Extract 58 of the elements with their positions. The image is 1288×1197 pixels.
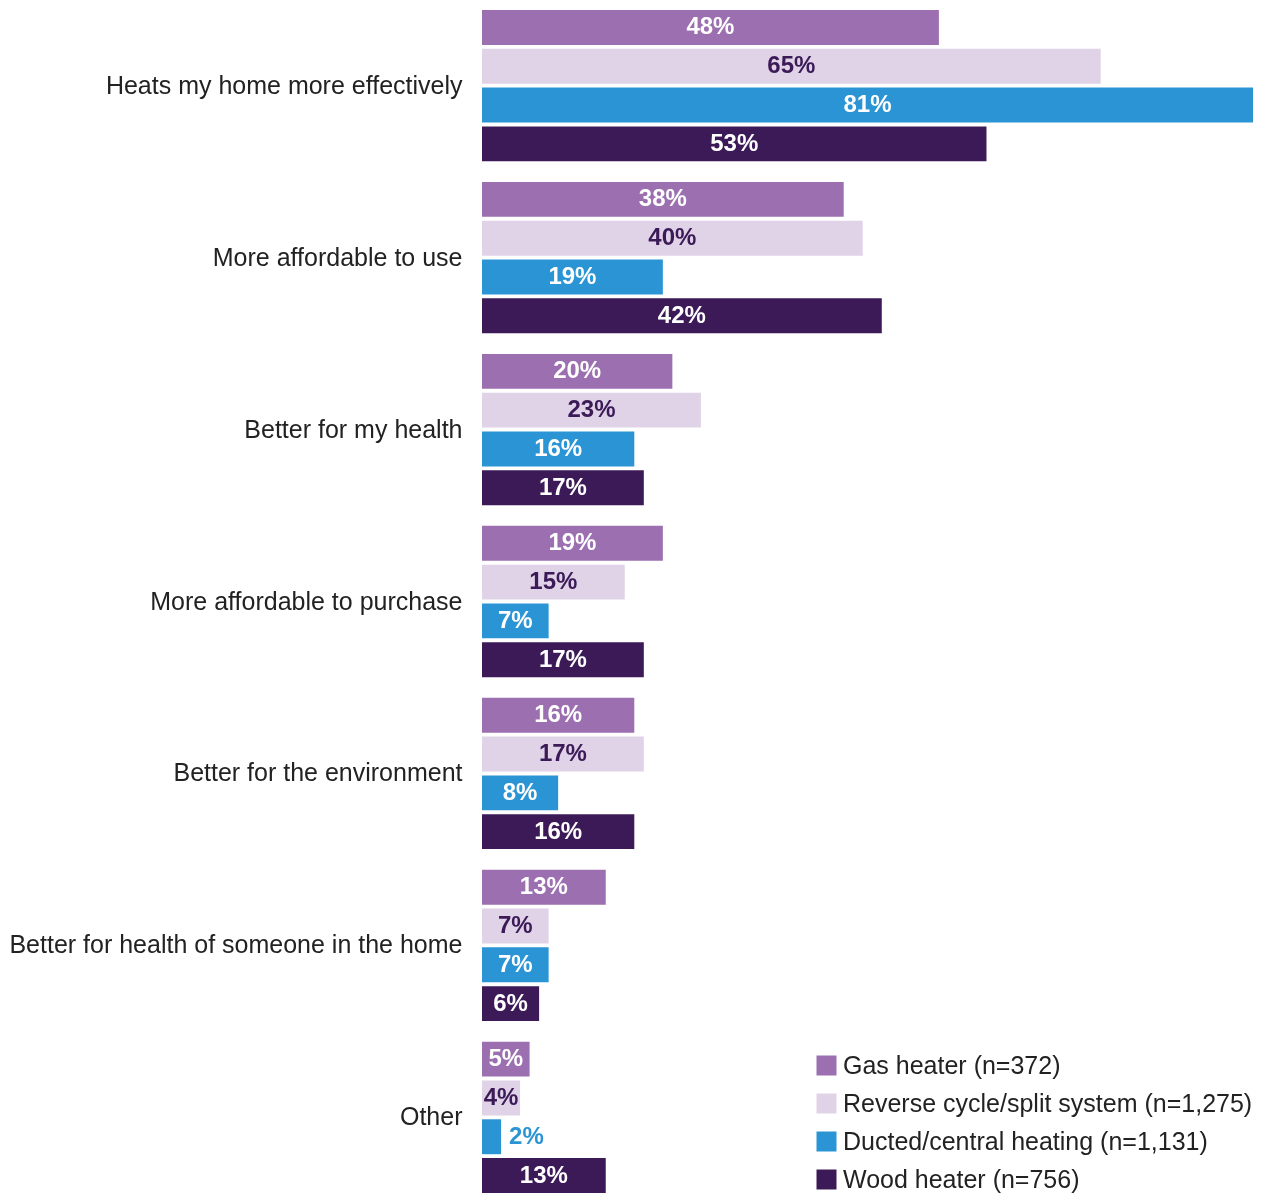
bar (482, 87, 1253, 123)
data-label: 53% (710, 128, 759, 156)
data-label: 4% (483, 1082, 519, 1110)
bar (482, 126, 987, 162)
data-label: 13% (519, 1160, 568, 1188)
y-tick-label: Heats my home more effectively (105, 70, 463, 99)
legend-label: Wood heater (n=756) (843, 1164, 1080, 1193)
data-label: 7% (497, 605, 533, 633)
bar (482, 220, 863, 256)
data-label: 2% (509, 1121, 544, 1149)
bar (482, 1119, 502, 1155)
legend-label: Reverse cycle/split system (n=1,275) (843, 1088, 1253, 1117)
data-label: 7% (497, 911, 533, 938)
bar (482, 525, 663, 561)
y-tick-label: Better for the environment (173, 758, 463, 787)
data-label: 16% (534, 433, 583, 461)
y-tick-label: Better for my health (244, 414, 463, 443)
bar (482, 48, 1101, 84)
bar (482, 181, 844, 217)
y-tick-label: Other (399, 1102, 463, 1131)
data-label: 20% (553, 356, 602, 384)
bar (482, 298, 882, 334)
bar (482, 10, 939, 45)
data-label: 19% (548, 262, 597, 289)
bar (482, 470, 644, 506)
data-label: 38% (638, 184, 687, 212)
data-label: 23% (567, 395, 616, 423)
y-tick-label: More affordable to purchase (150, 586, 463, 615)
data-label: 17% (538, 472, 587, 500)
data-label: 81% (843, 90, 892, 118)
bar (482, 259, 663, 295)
legend-label: Gas heater (n=372) (843, 1050, 1061, 1079)
legend-label: Ducted/central heating (n=1,131) (843, 1126, 1208, 1155)
y-tick-label: More affordable to use (212, 242, 463, 271)
data-label: 16% (534, 700, 583, 728)
bar (482, 392, 701, 428)
bar (482, 431, 635, 467)
data-label: 16% (534, 816, 583, 844)
data-label: 13% (519, 872, 568, 900)
data-label: 17% (538, 644, 587, 672)
data-label: 40% (648, 223, 697, 251)
bar (482, 642, 644, 678)
bar (482, 736, 644, 772)
y-tick-label: Better for health of someone in the home (9, 930, 463, 959)
data-label: 6% (493, 988, 528, 1016)
data-label: 19% (548, 528, 597, 556)
bar (482, 564, 625, 600)
bar (482, 353, 673, 389)
data-label: 65% (767, 51, 816, 79)
data-label: 42% (657, 300, 706, 328)
data-label: 5% (488, 1044, 524, 1072)
data-label: 7% (497, 949, 533, 977)
bar (482, 814, 635, 850)
data-label: 48% (686, 12, 735, 40)
bar (482, 697, 635, 733)
data-label: 8% (502, 777, 538, 805)
data-label: 17% (538, 739, 587, 767)
data-label: 15% (529, 567, 578, 595)
